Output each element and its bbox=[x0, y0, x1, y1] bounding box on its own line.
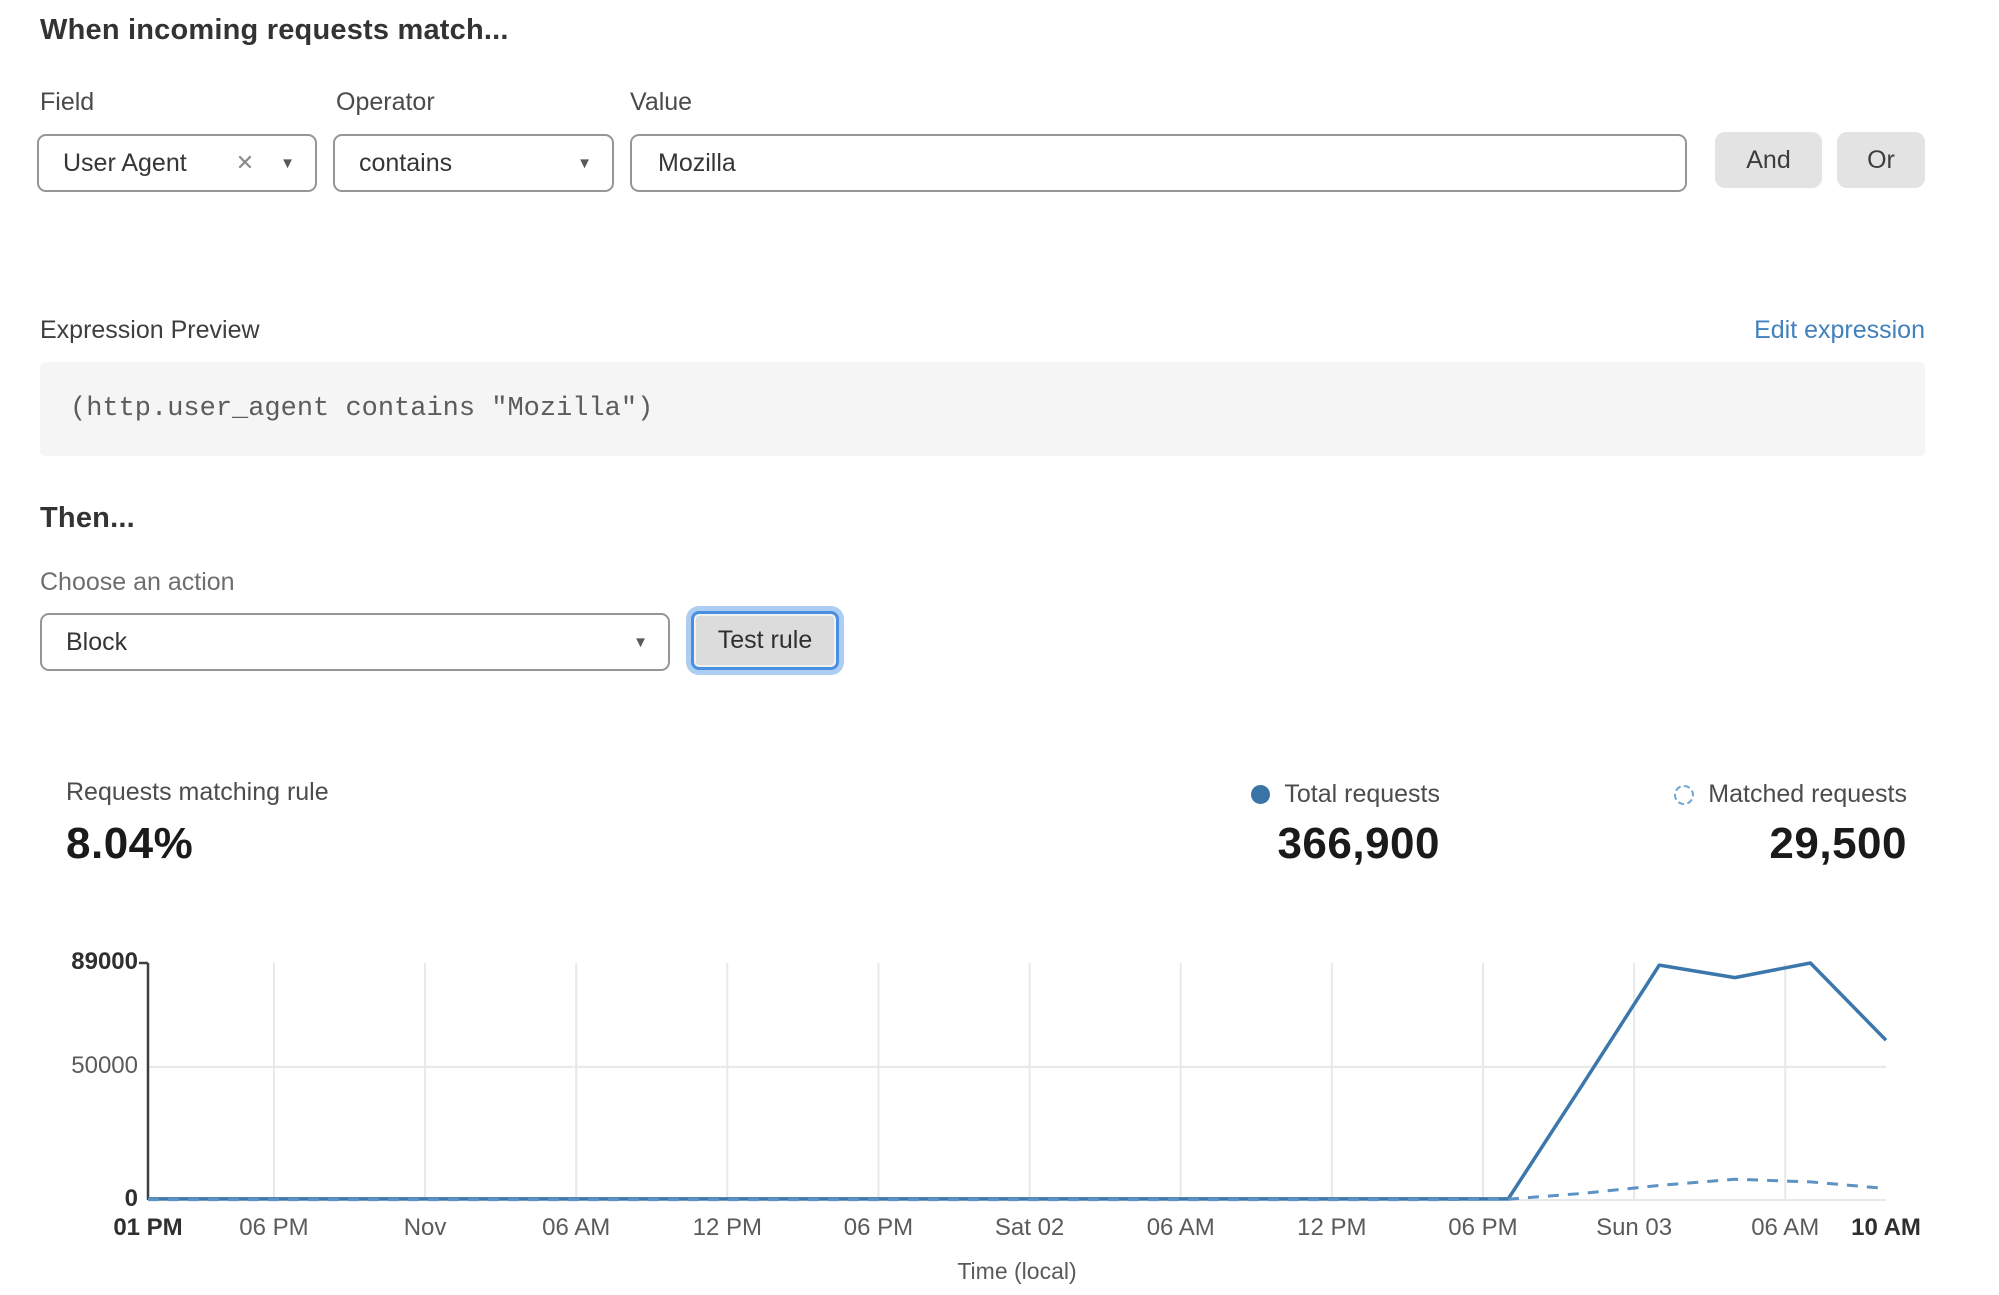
y-tick-label: 89000 bbox=[71, 948, 138, 975]
requests-matching-label: Requests matching rule bbox=[66, 778, 329, 806]
then-title: Then... bbox=[40, 502, 135, 534]
edit-expression-link[interactable]: Edit expression bbox=[1754, 316, 1925, 344]
x-tick-label: Nov bbox=[403, 1214, 447, 1241]
total-requests-dot-icon bbox=[1251, 785, 1271, 804]
test-rule-button[interactable]: Test rule bbox=[691, 611, 839, 670]
and-button[interactable]: And bbox=[1715, 132, 1822, 188]
total-requests-label: Total requests bbox=[1284, 780, 1440, 808]
chevron-down-icon: ▼ bbox=[280, 154, 295, 172]
x-tick-label: 01 PM bbox=[113, 1214, 183, 1241]
x-tick-label: 06 AM bbox=[1751, 1214, 1820, 1241]
operator-select-value: contains bbox=[359, 148, 453, 177]
value-input[interactable] bbox=[630, 134, 1687, 192]
x-tick-label: 10 AM bbox=[1851, 1214, 1921, 1241]
y-tick-label: 50000 bbox=[71, 1051, 138, 1079]
expression-code-block: (http.user_agent contains "Mozilla") bbox=[40, 362, 1925, 456]
x-axis-title: Time (local) bbox=[957, 1258, 1077, 1284]
clear-field-icon[interactable]: ✕ bbox=[235, 150, 255, 175]
or-button[interactable]: Or bbox=[1837, 132, 1925, 188]
matched-requests-label: Matched requests bbox=[1708, 780, 1907, 808]
operator-select[interactable]: contains ▼ bbox=[333, 134, 614, 192]
x-tick-label: Sun 03 bbox=[1596, 1214, 1673, 1241]
x-tick-label: 06 PM bbox=[843, 1214, 914, 1241]
page-title: When incoming requests match... bbox=[40, 14, 509, 46]
total-requests-line bbox=[148, 961, 1888, 1201]
total-requests-stat: Total requests 366,900 bbox=[1251, 780, 1440, 869]
matched-requests-stat: Matched requests 29,500 bbox=[1674, 780, 1907, 869]
action-select-value: Block bbox=[66, 627, 128, 656]
x-tick-label: 06 AM bbox=[542, 1214, 611, 1241]
choose-action-label: Choose an action bbox=[40, 568, 235, 596]
matched-requests-dashed-circle-icon bbox=[1674, 784, 1695, 805]
operator-label: Operator bbox=[336, 88, 435, 116]
field-select-value: User Agent bbox=[63, 148, 187, 177]
expression-preview-label: Expression Preview bbox=[40, 316, 260, 344]
chevron-down-icon: ▼ bbox=[633, 633, 648, 651]
field-label: Field bbox=[40, 88, 95, 116]
field-select[interactable]: User Agent ✕ ▼ bbox=[37, 134, 317, 192]
total-requests-legend: Total requests bbox=[1251, 780, 1440, 809]
chevron-down-icon: ▼ bbox=[577, 154, 592, 172]
matched-requests-legend: Matched requests bbox=[1674, 780, 1907, 809]
value-label: Value bbox=[630, 88, 693, 116]
matched-requests-value: 29,500 bbox=[1769, 819, 1907, 868]
x-tick-label: Sat 02 bbox=[994, 1214, 1065, 1241]
x-tick-label: 06 PM bbox=[239, 1214, 309, 1241]
total-requests-value: 366,900 bbox=[1277, 819, 1440, 868]
x-tick-label: 06 AM bbox=[1146, 1214, 1215, 1241]
action-select[interactable]: Block ▼ bbox=[40, 613, 670, 671]
requests-matching-stat: Requests matching rule 8.04% bbox=[66, 778, 329, 869]
requests-matching-value: 8.04% bbox=[66, 819, 194, 868]
y-tick-label: 0 bbox=[124, 1185, 138, 1212]
expression-code: (http.user_agent contains "Mozilla") bbox=[70, 394, 654, 424]
x-tick-label: 12 PM bbox=[692, 1214, 763, 1241]
x-tick-label: 06 PM bbox=[1448, 1214, 1518, 1241]
requests-line-chart bbox=[139, 961, 1888, 1202]
x-tick-label: 12 PM bbox=[1297, 1214, 1367, 1241]
matched-requests-line bbox=[148, 1177, 1887, 1202]
